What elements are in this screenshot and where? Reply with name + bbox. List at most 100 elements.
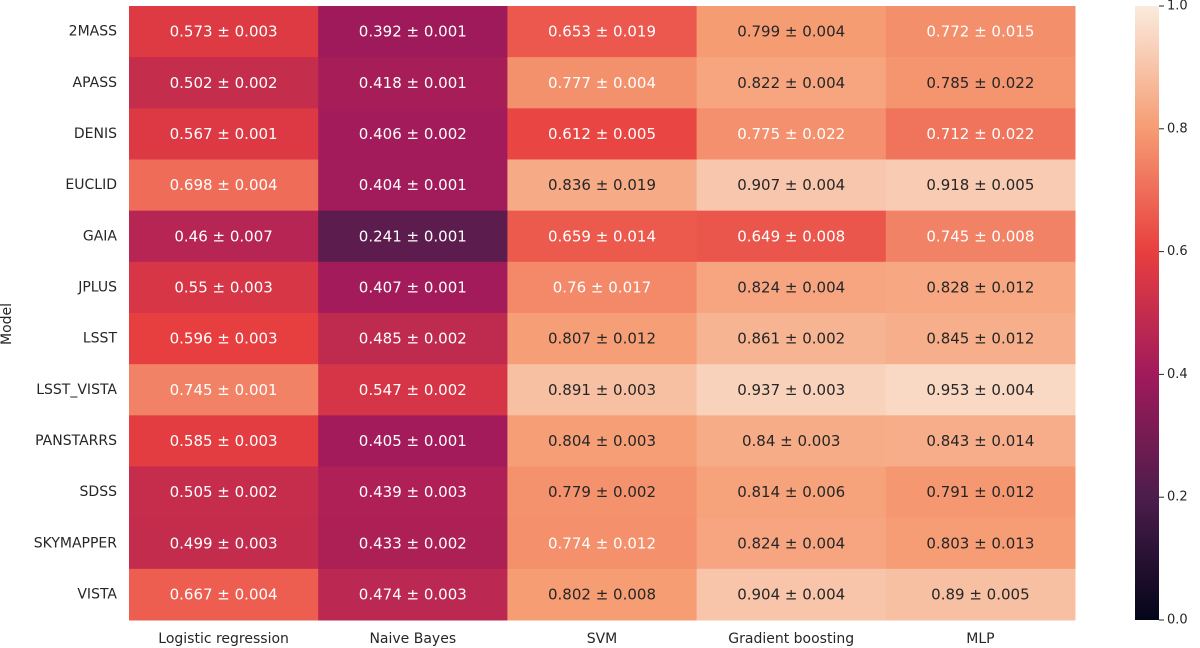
cell-annotation: 0.712 ± 0.022 (926, 125, 1034, 143)
column-tick-label: Gradient boosting (728, 631, 854, 647)
heatmap-cell (129, 568, 319, 621)
cell-annotation: 0.799 ± 0.004 (737, 23, 845, 41)
cell-annotation: 0.596 ± 0.003 (170, 330, 278, 348)
heatmap-cell (885, 568, 1076, 621)
colorbar-tick-label: 0.4 (1167, 367, 1188, 382)
heatmap-cell (318, 466, 508, 519)
y-axis-title: Model (0, 303, 15, 345)
cell-annotation: 0.649 ± 0.008 (737, 227, 845, 245)
colorbar-tick-label: 0.6 (1167, 244, 1188, 259)
colorbar-tick-label: 1.0 (1167, 0, 1188, 14)
heatmap-cell (129, 159, 319, 212)
heatmap-cell (507, 364, 698, 416)
cell-annotation: 0.937 ± 0.003 (737, 381, 845, 399)
heatmap-annotations: 0.573 ± 0.003 0.392 ± 0.001 0.653 ± 0.019 0… (170, 23, 1035, 604)
cell-annotation: 0.828 ± 0.012 (926, 278, 1034, 296)
heatmap-cell (318, 6, 508, 58)
cell-annotation: 0.772 ± 0.015 (926, 23, 1034, 41)
cell-annotation: 0.698 ± 0.004 (170, 176, 278, 194)
heatmap-cell (885, 364, 1076, 416)
heatmap-cell (885, 313, 1076, 365)
row-tick-label: VISTA (77, 586, 117, 602)
cell-annotation: 0.404 ± 0.001 (359, 176, 467, 194)
heatmap-cell (507, 108, 698, 160)
cell-annotation: 0.803 ± 0.013 (926, 534, 1034, 552)
heatmap-cell (318, 159, 508, 212)
cell-annotation: 0.845 ± 0.012 (926, 330, 1034, 348)
heatmap-cell (696, 313, 887, 365)
heatmap-cell (318, 313, 508, 365)
cell-annotation: 0.612 ± 0.005 (548, 125, 656, 143)
cell-annotation: 0.241 ± 0.001 (359, 227, 467, 245)
heatmap-cell (318, 261, 508, 314)
heatmap-cell (507, 261, 698, 314)
cell-annotation: 0.779 ± 0.002 (548, 483, 656, 501)
cell-annotation: 0.843 ± 0.014 (926, 432, 1034, 450)
heatmap-cell (507, 313, 698, 365)
cell-annotation: 0.89 ± 0.005 (931, 585, 1029, 603)
cell-annotation: 0.573 ± 0.003 (170, 23, 278, 41)
row-tick-label: SDSS (80, 484, 118, 500)
heatmap-cell (318, 568, 508, 621)
heatmap-cell (885, 466, 1076, 519)
heatmap-cell (696, 466, 887, 519)
cell-annotation: 0.585 ± 0.003 (170, 432, 278, 450)
heatmap-cell (129, 261, 319, 314)
cell-annotation: 0.814 ± 0.006 (737, 483, 845, 501)
column-tick-label: Naive Bayes (369, 631, 456, 647)
heatmap-cell (696, 6, 887, 58)
cell-annotation: 0.745 ± 0.001 (170, 381, 278, 399)
heatmap-cell (129, 517, 319, 570)
heatmap-cell (507, 415, 698, 467)
heatmap-cell (129, 466, 319, 519)
cell-annotation: 0.774 ± 0.012 (548, 534, 656, 552)
heatmap-cell (129, 210, 319, 263)
cell-annotation: 0.802 ± 0.008 (548, 585, 656, 603)
heatmap-cell (318, 210, 508, 263)
heatmap-cell (129, 6, 319, 58)
row-tick-label: LSST_VISTA (36, 382, 117, 398)
heatmap-cell (507, 6, 698, 58)
cell-annotation: 0.824 ± 0.004 (737, 534, 845, 552)
cell-annotation: 0.861 ± 0.002 (737, 330, 845, 348)
row-labels: 2MASS APASS DENIS EUCLID GAIA JPLUS LSST LSST_V… (34, 24, 118, 603)
row-tick-label: SKYMAPPER (34, 535, 118, 551)
cell-annotation: 0.775 ± 0.022 (737, 125, 845, 143)
cell-annotation: 0.659 ± 0.014 (548, 227, 656, 245)
heatmap-cell (885, 6, 1076, 58)
heatmap-cell (507, 57, 698, 109)
heatmap-cell (696, 568, 887, 621)
colorbar-tick-label: 0.8 (1167, 121, 1188, 136)
heatmap-cell (696, 517, 887, 570)
heatmap-cell (696, 415, 887, 467)
cell-annotation: 0.502 ± 0.002 (170, 74, 278, 92)
cell-annotation: 0.745 ± 0.008 (926, 227, 1034, 245)
heatmap-cell (885, 210, 1076, 263)
cell-annotation: 0.76 ± 0.017 (553, 278, 651, 296)
heatmap-cell (318, 415, 508, 467)
cell-annotation: 0.785 ± 0.022 (926, 74, 1034, 92)
heatmap-cell (696, 108, 887, 160)
heatmap-cell (696, 159, 887, 212)
cell-annotation: 0.567 ± 0.001 (170, 125, 278, 143)
cell-annotation: 0.547 ± 0.002 (359, 381, 467, 399)
cell-annotation: 0.824 ± 0.004 (737, 278, 845, 296)
row-tick-label: JPLUS (77, 279, 117, 295)
cell-annotation: 0.439 ± 0.003 (359, 483, 467, 501)
heatmap-cell (318, 517, 508, 570)
heatmap-cell (318, 108, 508, 160)
heatmap-cell (885, 517, 1076, 570)
row-tick-label: APASS (73, 75, 118, 91)
cell-annotation: 0.907 ± 0.004 (737, 176, 845, 194)
cell-annotation: 0.418 ± 0.001 (359, 74, 467, 92)
cell-annotation: 0.804 ± 0.003 (548, 432, 656, 450)
cell-annotation: 0.918 ± 0.005 (926, 176, 1034, 194)
colorbar-tick-label: 0.2 (1167, 490, 1188, 505)
heatmap-cell (696, 57, 887, 109)
cell-annotation: 0.822 ± 0.004 (737, 74, 845, 92)
cell-annotation: 0.791 ± 0.012 (926, 483, 1034, 501)
cell-annotation: 0.406 ± 0.002 (359, 125, 467, 143)
row-tick-label: GAIA (83, 228, 118, 244)
cell-annotation: 0.405 ± 0.001 (359, 432, 467, 450)
